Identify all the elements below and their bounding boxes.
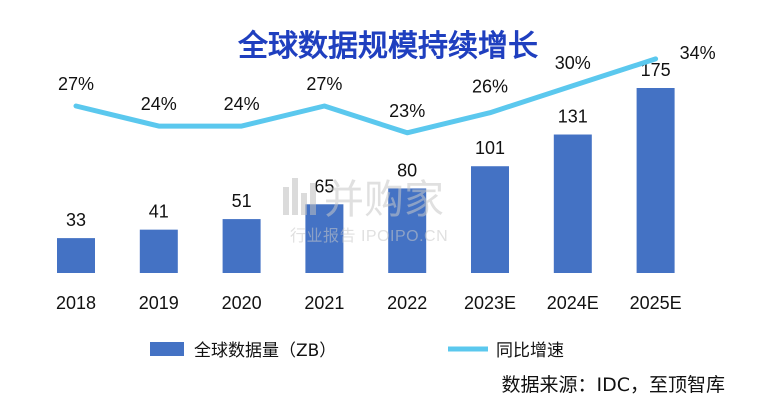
watermark: 并购家 行业报告 IPOIPO.CN <box>283 177 448 245</box>
x-tick-2023E: 2023E <box>464 293 516 313</box>
bar-value-label-2024E: 131 <box>558 107 588 127</box>
x-tick-2025E: 2025E <box>630 293 682 313</box>
source-note: 数据来源：IDC，至顶智库 <box>501 374 725 396</box>
growth-value-label-2021: 27% <box>306 74 342 94</box>
bar-value-labels: 33 41 51 65 80 101 131 175 <box>66 60 671 230</box>
bar-2022 <box>388 188 427 273</box>
growth-value-label-2025E: 34% <box>680 43 716 63</box>
chart-title: 全球数据规模持续增长 <box>237 29 538 64</box>
growth-value-label-2018: 27% <box>58 74 94 94</box>
bar-value-label-2019: 41 <box>149 202 169 222</box>
bar-2020 <box>222 219 261 273</box>
x-tick-2021: 2021 <box>304 293 344 313</box>
growth-value-label-2024E: 30% <box>555 53 591 73</box>
watermark-logo-icon <box>283 178 316 215</box>
watermark-brand: 并购家 <box>324 177 444 223</box>
bar-value-label-2023E: 101 <box>475 138 505 158</box>
legend: 全球数据量（ZB） 同比增速 <box>150 341 564 361</box>
bar-2025E <box>636 88 675 273</box>
x-axis-tick-labels: 2018 2019 2020 2021 2022 2023E 2024E 2025E <box>56 293 682 313</box>
legend-bar-swatch <box>150 342 184 356</box>
bar-2021 <box>305 204 344 273</box>
growth-value-label-2020: 24% <box>224 94 260 114</box>
bar-2023E <box>471 166 509 273</box>
legend-line-label: 同比增速 <box>496 341 564 361</box>
x-tick-2024E: 2024E <box>547 293 599 313</box>
x-tick-2022: 2022 <box>387 293 427 313</box>
bar-value-label-2022: 80 <box>397 160 417 180</box>
bar-value-label-2021: 65 <box>314 176 334 196</box>
bar-value-label-2025E: 175 <box>641 60 671 80</box>
bar-2024E <box>553 134 592 273</box>
bar-2019 <box>139 229 178 273</box>
legend-bar-label: 全球数据量（ZB） <box>194 341 336 361</box>
x-tick-2020: 2020 <box>222 293 262 313</box>
growth-value-label-2023E: 26% <box>472 77 508 97</box>
bar-series <box>57 88 675 273</box>
watermark-subtitle: 行业报告 IPOIPO.CN <box>290 227 448 245</box>
x-tick-2018: 2018 <box>56 293 96 313</box>
growth-line <box>73 56 659 136</box>
growth-value-label-2022: 23% <box>389 101 425 121</box>
growth-value-label-2019: 24% <box>141 94 177 114</box>
growth-value-labels: 27% 24% 24% 27% 23% 26% 30% 34% <box>58 43 716 121</box>
bar-2018 <box>57 238 95 273</box>
x-tick-2019: 2019 <box>139 293 179 313</box>
bar-value-label-2020: 51 <box>232 191 252 211</box>
bar-value-label-2018: 33 <box>66 210 86 230</box>
